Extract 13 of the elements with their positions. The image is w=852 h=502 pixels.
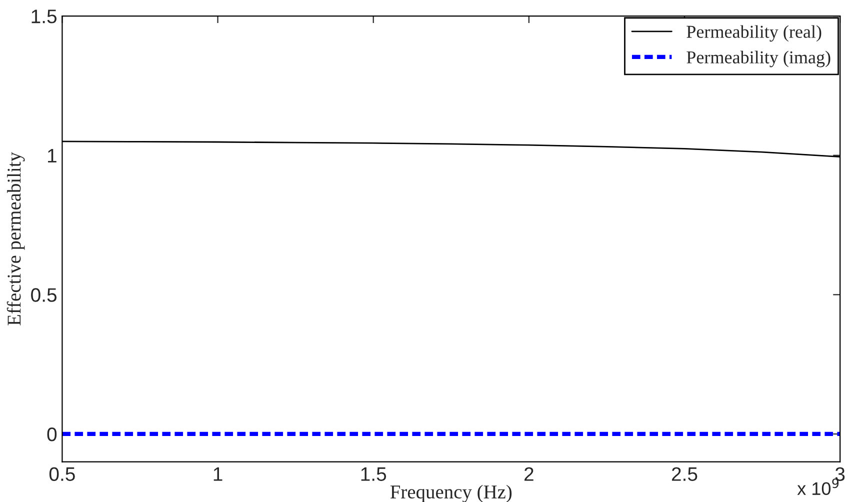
- x-tick-label: 2.5: [672, 467, 698, 481]
- y-tick-label: 1.5: [32, 10, 57, 24]
- legend-label: Permeability (real): [686, 25, 822, 42]
- y-tick-label: 1: [48, 149, 56, 162]
- x-tick-label: 1: [214, 467, 222, 481]
- y-axis-title: Effective permeability: [6, 152, 25, 326]
- x-tick-label: 1.5: [361, 467, 386, 481]
- legend-label: Permeability (imag): [686, 50, 830, 68]
- y-tick-label: 0: [47, 427, 57, 442]
- y-tick-label: 0.5: [31, 288, 57, 302]
- text: x 10$^{9}$: [797, 478, 839, 496]
- x-tick-label: 2: [524, 467, 534, 481]
- x-tick-label: 3: [835, 467, 845, 481]
